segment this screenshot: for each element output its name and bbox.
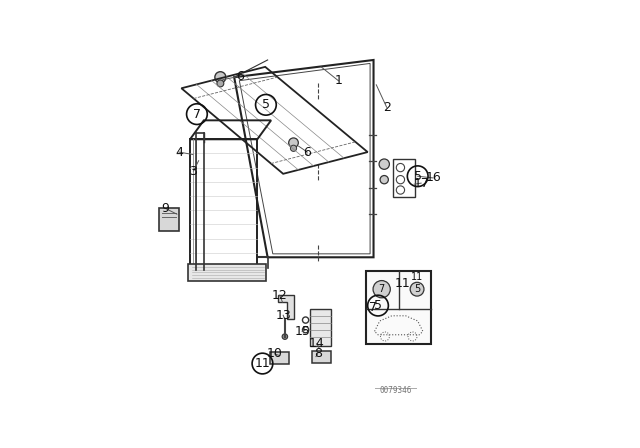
- Text: 8: 8: [314, 347, 322, 360]
- Text: 7: 7: [378, 284, 385, 294]
- Text: 7: 7: [369, 301, 377, 314]
- Polygon shape: [188, 264, 266, 281]
- Text: 11: 11: [394, 277, 410, 290]
- Circle shape: [373, 280, 390, 298]
- Text: 13: 13: [275, 309, 291, 322]
- Text: 9: 9: [161, 202, 169, 215]
- Text: 5: 5: [374, 299, 382, 312]
- Text: 6: 6: [236, 70, 244, 83]
- Text: 3: 3: [189, 164, 197, 177]
- Text: 17: 17: [413, 177, 429, 190]
- Text: 10: 10: [267, 347, 282, 360]
- Text: 4: 4: [175, 146, 183, 159]
- Text: 15: 15: [294, 325, 310, 338]
- Text: 12: 12: [272, 289, 287, 302]
- Text: 5: 5: [413, 170, 422, 183]
- Text: 14: 14: [309, 337, 325, 350]
- Text: 5: 5: [414, 284, 420, 294]
- Text: 11: 11: [411, 272, 423, 282]
- Circle shape: [291, 145, 296, 151]
- Text: 7: 7: [193, 108, 201, 121]
- Circle shape: [215, 72, 226, 83]
- Bar: [366, 271, 431, 344]
- Polygon shape: [310, 309, 332, 346]
- Text: 5: 5: [262, 98, 270, 111]
- Text: 11: 11: [255, 357, 270, 370]
- Circle shape: [282, 334, 287, 340]
- Text: 2: 2: [383, 101, 390, 114]
- Circle shape: [380, 176, 388, 184]
- Text: 6: 6: [303, 146, 311, 159]
- Circle shape: [289, 138, 298, 147]
- Circle shape: [217, 80, 224, 87]
- Text: 1: 1: [335, 74, 342, 87]
- FancyBboxPatch shape: [270, 352, 289, 364]
- Circle shape: [410, 282, 424, 296]
- Polygon shape: [278, 295, 294, 319]
- Text: 0079346: 0079346: [379, 386, 412, 395]
- FancyBboxPatch shape: [159, 207, 179, 231]
- Circle shape: [379, 159, 389, 169]
- Text: 16: 16: [426, 172, 441, 185]
- FancyBboxPatch shape: [312, 351, 331, 363]
